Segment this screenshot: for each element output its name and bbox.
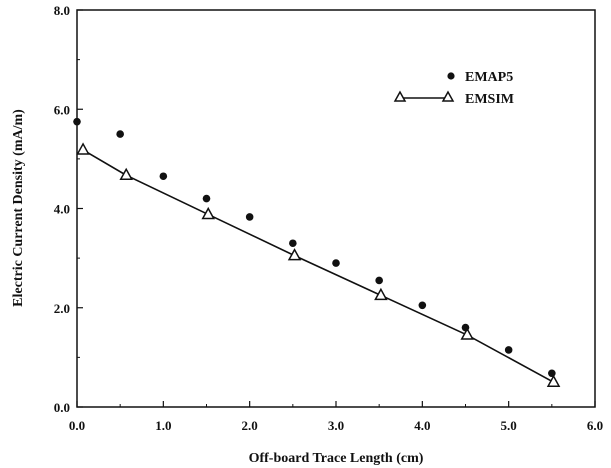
emsim-point	[546, 374, 561, 387]
y-axis-ticks: 0.0 2.0 4.0 6.0 8.0	[54, 3, 83, 415]
emap5-point	[116, 130, 124, 138]
y-tick-label: 2.0	[54, 301, 70, 316]
emap5-point	[548, 369, 556, 378]
legend: EMAP5 EMSIM	[393, 70, 514, 107]
y-tick-label: 4.0	[54, 202, 70, 217]
emsim-point	[460, 327, 474, 340]
x-tick-label: 1.0	[155, 418, 171, 433]
x-tick-label: 3.0	[328, 418, 344, 433]
emap5-point	[159, 172, 168, 181]
emsim-line	[82, 149, 554, 383]
x-tick-label: 6.0	[587, 418, 603, 433]
legend-emsim-marker-right	[441, 90, 455, 102]
emap5-point	[289, 239, 297, 248]
emap5-point	[202, 194, 211, 203]
emap5-point	[375, 276, 383, 285]
emap5-point	[332, 259, 340, 267]
emap5-point	[418, 301, 427, 310]
x-tick-label: 0.0	[69, 418, 85, 433]
emsim-point	[119, 167, 133, 181]
emsim-point	[287, 248, 302, 261]
series-layer	[73, 117, 561, 387]
legend-emsim-marker-left	[393, 90, 407, 102]
y-axis-title: Electric Current Density (mA/m)	[11, 109, 26, 307]
x-tick-label: 2.0	[242, 418, 258, 433]
emsim-point	[374, 287, 388, 301]
emap5-point	[73, 117, 81, 126]
x-axis-ticks: 0.0 1.0 2.0 3.0 4.0 5.0 6.0	[69, 401, 603, 433]
legend-emsim-label: EMSIM	[465, 92, 514, 107]
y-tick-label: 8.0	[54, 3, 70, 18]
x-tick-label: 4.0	[414, 418, 430, 433]
legend-emap5-label: EMAP5	[465, 70, 513, 85]
x-axis-title: Off-board Trace Length (cm)	[249, 451, 424, 466]
legend-emap5-marker	[447, 72, 455, 80]
x-tick-label: 5.0	[501, 418, 517, 433]
emap5-point	[245, 213, 254, 221]
y-tick-label: 6.0	[54, 102, 70, 117]
emap5-point	[461, 323, 470, 332]
y-tick-label: 0.0	[54, 400, 70, 415]
emsim-point	[76, 142, 90, 155]
emsim-point	[201, 206, 215, 220]
plot-frame	[76, 9, 596, 408]
emap5-point	[504, 346, 513, 354]
